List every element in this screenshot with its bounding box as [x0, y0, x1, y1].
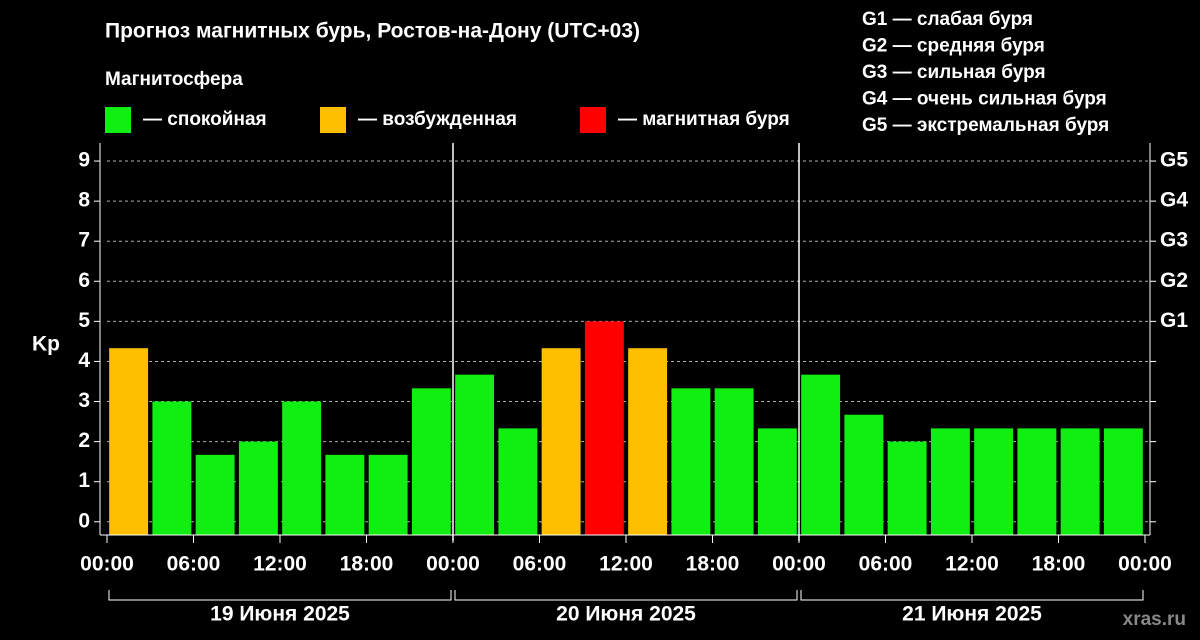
y-tick-label: 3	[78, 389, 90, 412]
bar	[628, 348, 668, 535]
bar	[1060, 428, 1100, 535]
bar	[368, 454, 408, 535]
bar	[671, 388, 711, 535]
legend-swatch	[580, 107, 606, 133]
y-tick-label: 0	[78, 509, 90, 532]
x-tick-label: 00:00	[772, 553, 826, 576]
bar	[974, 428, 1014, 535]
bar	[584, 321, 624, 535]
bar	[1103, 428, 1143, 535]
watermark: xras.ru	[1123, 609, 1186, 630]
x-tick-label: 00:00	[1118, 553, 1172, 576]
bar	[1017, 428, 1057, 535]
y2-tick-label: G3	[1160, 229, 1188, 252]
x-tick-label: 18:00	[1032, 553, 1086, 576]
g-scale-label: G5 — экстремальная буря	[862, 115, 1109, 136]
bar	[109, 348, 149, 535]
y2-tick-label: G4	[1160, 189, 1188, 212]
y-tick-label: 2	[78, 429, 90, 452]
bar	[195, 454, 235, 535]
y-tick-label: 4	[78, 349, 90, 372]
x-tick-label: 06:00	[859, 553, 913, 576]
y-tick-label: 9	[78, 149, 90, 172]
chart-title: Прогноз магнитных бурь, Ростов-на-Дону (…	[105, 20, 640, 43]
day-bracket	[108, 590, 452, 601]
y2-tick-label: G2	[1160, 269, 1188, 292]
g-scale-label: G4 — очень сильная буря	[862, 89, 1107, 110]
legend-label: — возбужденная	[358, 109, 517, 130]
day-bracket	[454, 590, 798, 601]
y-tick-label: 8	[78, 189, 90, 212]
g-scale-label: G1 — слабая буря	[862, 9, 1033, 30]
bar	[930, 428, 970, 535]
legend-swatch	[320, 107, 346, 133]
g-scale-label: G3 — сильная буря	[862, 62, 1046, 83]
y-tick-label: 5	[78, 309, 90, 332]
y2-tick-label: G5	[1160, 149, 1188, 172]
x-tick-label: 12:00	[599, 553, 653, 576]
x-tick-label: 06:00	[513, 553, 567, 576]
day-label: 21 Июня 2025	[902, 603, 1042, 626]
day-label: 20 Июня 2025	[556, 603, 696, 626]
bar	[411, 388, 451, 535]
y2-tick-label: G1	[1160, 309, 1188, 332]
x-tick-label: 18:00	[340, 553, 394, 576]
legend-label: — спокойная	[143, 109, 267, 130]
g-scale-label: G2 — средняя буря	[862, 36, 1045, 57]
day-label: 19 Июня 2025	[210, 603, 350, 626]
x-tick-label: 12:00	[253, 553, 307, 576]
bar	[238, 441, 278, 535]
bar	[325, 454, 365, 535]
y-tick-label: 7	[78, 229, 90, 252]
bar	[455, 374, 495, 535]
y-tick-label: 6	[78, 269, 90, 292]
bar	[282, 401, 322, 535]
bar	[887, 441, 927, 535]
bar	[757, 428, 797, 535]
x-tick-label: 00:00	[426, 553, 480, 576]
day-bracket	[800, 590, 1144, 601]
legend-title: Магнитосфера	[105, 69, 243, 90]
y-axis-label: Kp	[32, 333, 60, 356]
bar	[714, 388, 754, 535]
y-tick-label: 1	[78, 469, 90, 492]
bar	[844, 414, 884, 535]
bar	[498, 428, 538, 535]
bar	[541, 348, 581, 535]
x-tick-label: 06:00	[167, 553, 221, 576]
x-tick-label: 18:00	[686, 553, 740, 576]
x-tick-label: 00:00	[80, 553, 134, 576]
legend-swatch	[105, 107, 131, 133]
x-tick-label: 12:00	[945, 553, 999, 576]
bar	[152, 401, 192, 535]
legend-label: — магнитная буря	[618, 109, 790, 130]
bar	[801, 374, 841, 535]
